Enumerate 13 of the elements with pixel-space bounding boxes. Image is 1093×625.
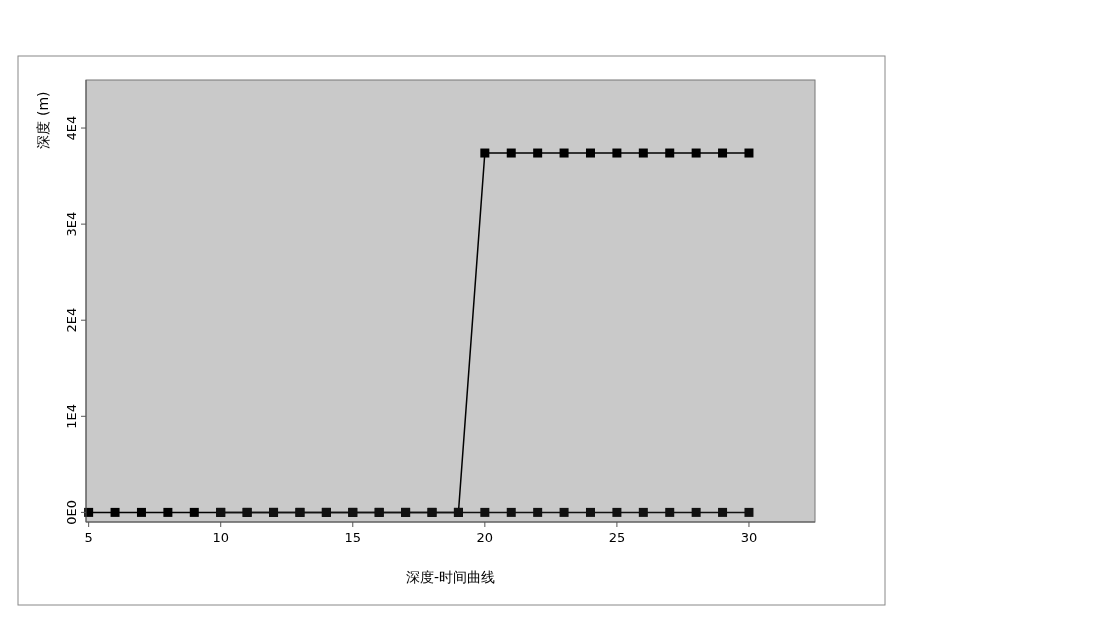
x-tick-label: 20: [476, 530, 494, 545]
x-tick-label: 5: [84, 530, 93, 545]
x-tick-label: 15: [344, 530, 362, 545]
x-tick-label: 30: [740, 530, 758, 545]
y-tick-label: 1E4: [64, 403, 79, 429]
x-tick-label: 25: [608, 530, 626, 545]
y-tick-label: 4E4: [64, 115, 79, 141]
y-tick-label: 3E4: [64, 211, 79, 237]
y-axis-title: 深度 (m): [35, 91, 51, 149]
y-tick-label: 0E0: [64, 500, 79, 525]
y-tick-label: 2E4: [64, 307, 79, 333]
x-axis-title: 深度-时间曲线: [405, 569, 496, 585]
x-tick-label: 10: [212, 530, 229, 545]
